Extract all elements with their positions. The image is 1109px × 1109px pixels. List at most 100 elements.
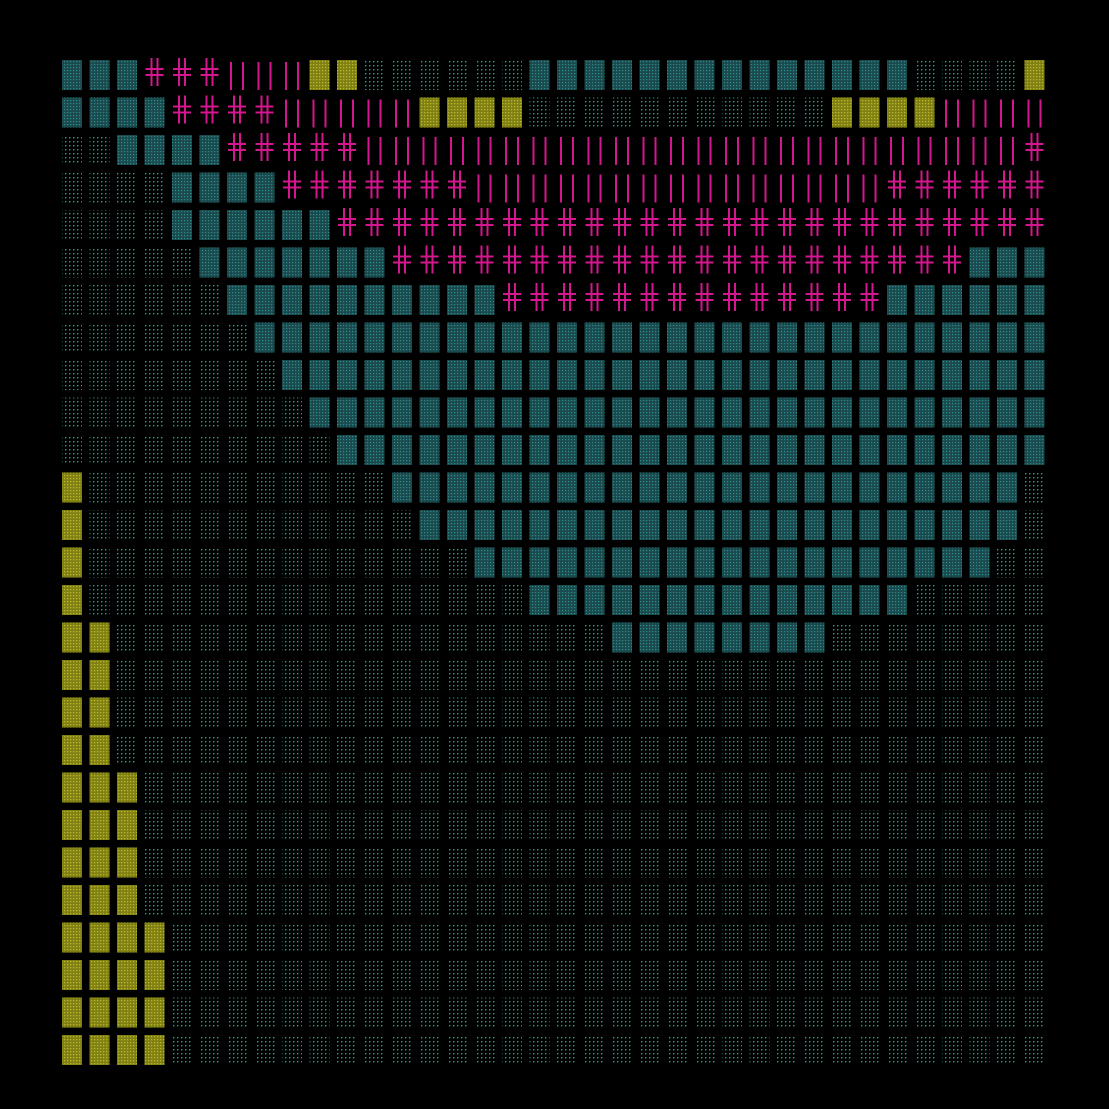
dot-cell [309, 622, 330, 653]
dark-cell [777, 547, 797, 578]
dot-cell [749, 1035, 770, 1065]
dark-cell [887, 510, 907, 540]
dot-cell [337, 697, 357, 728]
dot-cell [639, 810, 660, 840]
dark-cell [282, 210, 302, 240]
dot-cell [639, 997, 660, 1028]
dark-cell [144, 135, 165, 165]
dark-cell [392, 285, 412, 315]
dot-cell [749, 847, 770, 878]
dot-cell [309, 697, 330, 728]
yellow-cell [62, 735, 82, 765]
dark-cell [997, 397, 1017, 428]
dot-cell [529, 97, 550, 128]
dot-cell [62, 360, 82, 390]
dot-cell [502, 60, 522, 90]
dark-cell [777, 585, 797, 615]
dot-cell [694, 997, 715, 1028]
dot-cell [337, 585, 357, 615]
yellow-cell [117, 960, 137, 990]
dot-cell [887, 810, 907, 840]
dark-cell [887, 322, 907, 353]
dot-cell [722, 772, 742, 803]
dark-cell [749, 510, 770, 540]
dot-cell [474, 1035, 495, 1065]
dark-cell [282, 285, 302, 315]
dot-cell [62, 322, 82, 353]
dot-cell [832, 885, 852, 915]
dot-cell [529, 622, 550, 653]
dot-cell [172, 997, 192, 1028]
dot-cell [172, 622, 192, 653]
dot-cell [172, 322, 192, 353]
dark-cell [474, 472, 495, 503]
dark-cell [502, 397, 522, 428]
dark-cell [722, 472, 742, 503]
dark-cell [694, 472, 715, 503]
dot-cell [832, 997, 852, 1028]
dark-cell [859, 60, 880, 90]
dark-cell [62, 60, 82, 90]
dot-cell [254, 960, 275, 990]
dark-cell [832, 510, 852, 540]
dark-cell [969, 472, 990, 503]
dot-cell [474, 922, 495, 953]
dot-cell [474, 810, 495, 840]
dark-cell [694, 547, 715, 578]
dot-cell [584, 885, 605, 915]
yellow-cell [62, 1035, 82, 1065]
dark-cell [804, 547, 825, 578]
dark-cell [474, 360, 495, 390]
dot-cell [942, 810, 962, 840]
dot-cell [557, 960, 577, 990]
dot-cell [89, 247, 110, 278]
dark-cell [227, 247, 247, 278]
dot-cell [199, 960, 220, 990]
dot-cell [419, 847, 440, 878]
dot-cell [392, 547, 412, 578]
dot-cell [337, 660, 357, 690]
dot-cell [639, 847, 660, 878]
dot-cell [254, 660, 275, 690]
dot-cell [914, 1035, 935, 1065]
dot-cell [117, 660, 137, 690]
dot-cell [282, 622, 302, 653]
dot-cell [942, 735, 962, 765]
dark-cell [969, 247, 990, 278]
dot-cell [309, 547, 330, 578]
dot-cell [254, 997, 275, 1028]
dot-cell [859, 847, 880, 878]
dot-cell [337, 847, 357, 878]
dot-cell [804, 810, 825, 840]
dot-cell [282, 435, 302, 465]
dark-cell [1024, 247, 1045, 278]
dark-cell [722, 585, 742, 615]
dot-cell [364, 585, 385, 615]
dot-cell [529, 885, 550, 915]
dark-cell [117, 135, 137, 165]
dark-cell [502, 322, 522, 353]
dark-cell [447, 510, 467, 540]
dot-cell [89, 285, 110, 315]
dot-cell [529, 922, 550, 953]
dot-cell [117, 360, 137, 390]
dot-cell [62, 247, 82, 278]
dot-cell [419, 585, 440, 615]
dark-cell [584, 510, 605, 540]
dot-cell [144, 772, 165, 803]
dark-cell [529, 510, 550, 540]
dot-cell [309, 472, 330, 503]
dot-cell [172, 735, 192, 765]
dot-cell [419, 960, 440, 990]
dark-cell [914, 322, 935, 353]
yellow-cell [62, 510, 82, 540]
dark-cell [447, 435, 467, 465]
dot-cell [777, 772, 797, 803]
dot-cell [1024, 885, 1045, 915]
yellow-cell [89, 960, 110, 990]
dot-cell [557, 885, 577, 915]
dot-cell [969, 922, 990, 953]
dot-cell [859, 697, 880, 728]
dot-cell [969, 60, 990, 90]
dot-cell [227, 997, 247, 1028]
